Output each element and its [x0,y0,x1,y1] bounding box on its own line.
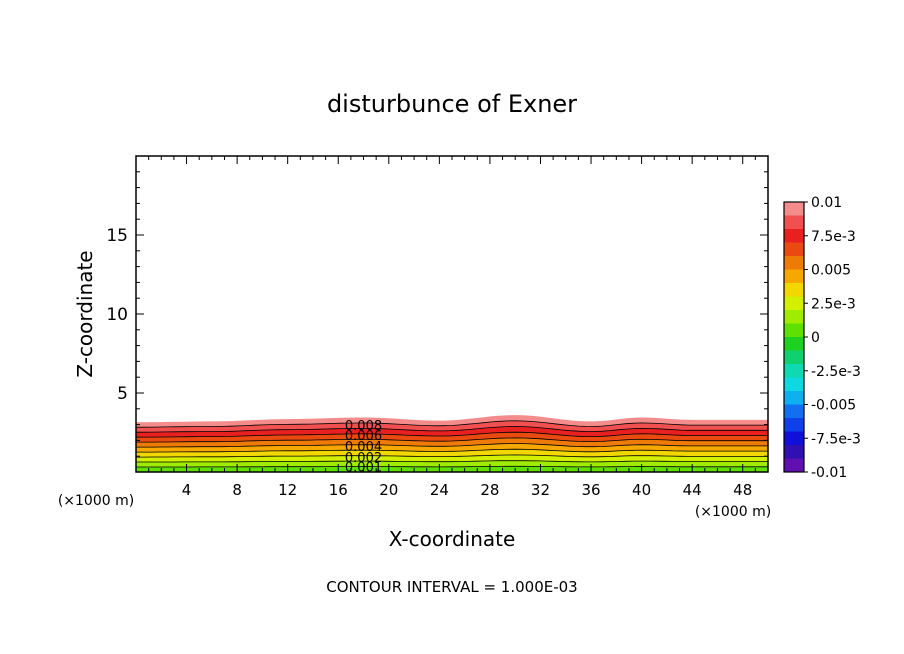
colorbar-swatch [784,350,804,365]
contour-label: 0.002 [345,451,382,466]
colorbar-swatch [784,364,804,378]
colorbar-swatch [784,391,804,405]
x-unit-left: (×1000 m) [58,493,134,509]
colorbar-tick-label: 0.01 [811,195,842,211]
colorbar-swatch [784,337,804,351]
contour-line-1 [136,420,768,428]
contour-line-2 [136,426,768,433]
x-tick-label: 8 [232,481,242,499]
y-axis-label: Z-coordinate [73,250,97,377]
colorbar-swatch [784,215,804,230]
colorbar-tick-label: -0.01 [811,465,847,481]
x-tick-label: 24 [430,481,449,499]
x-unit-right: (×1000 m) [695,504,771,520]
chart-title: disturbunce of Exner [327,90,577,118]
colorbar-tick-label: 2.5e-3 [811,296,856,312]
colorbar-swatch [784,445,804,459]
colorbar-tick-label: -2.5e-3 [811,364,861,380]
colorbar-swatch [784,404,804,419]
y-tick-label: 15 [106,226,128,246]
x-tick-label: 16 [329,481,348,499]
x-tick-label: 28 [480,481,499,499]
colorbar-swatch [784,283,804,297]
contour-interval-note: CONTOUR INTERVAL = 1.000E-03 [326,578,577,596]
colorbar-swatch [784,202,804,216]
contour-line-7 [136,454,768,458]
colorbar-tick-label: 7.5e-3 [811,229,856,245]
x-tick-label: 48 [733,481,752,499]
colorbar-swatch [784,323,804,338]
contour-line-4 [136,437,768,443]
contour-label: 0.008 [345,419,382,434]
colorbar-swatch [784,242,804,257]
contour-line-5 [136,443,768,448]
colorbar-swatch [784,431,804,446]
contour-fill [136,415,768,472]
x-tick-label: 20 [379,481,398,499]
x-axis-label: X-coordinate [389,527,516,551]
x-tick-label: 32 [531,481,550,499]
colorbar-tick-label: -0.005 [811,398,856,414]
y-tick-label: 5 [117,384,128,404]
colorbar-swatch [784,229,804,243]
x-axis-ticks: 4 8 12 16 20 24 28 32 36 40 44 48 [148,156,756,499]
colorbar-swatch [784,418,804,432]
contour-line-6 [136,448,768,453]
contour-label: 0.004 [345,440,382,455]
colorbar-swatch [784,256,804,270]
x-tick-label: 40 [632,481,651,499]
colorbar-tick-label: 0 [811,330,820,346]
contour-label: 0.006 [345,429,382,444]
colorbar-swatch [784,377,804,392]
x-tick-label: 4 [182,481,192,499]
colorbar-tick-label: 0.005 [811,263,851,279]
contour-lines [135,420,768,468]
contour-line-8 [136,460,768,463]
contour-line-9 [136,465,768,468]
y-axis-ticks: 5 10 15 [106,171,768,457]
colorbar-swatch [784,269,804,284]
colorbar: 0.01 7.5e-3 0.005 2.5e-3 0 -2.5e-3 -0.005 -7.5e… [783,195,861,481]
colorbar-swatch [784,310,804,324]
contour-line-3 [135,431,768,438]
y-tick-label: 10 [106,305,128,325]
x-tick-label: 44 [683,481,702,499]
x-tick-label: 36 [581,481,600,499]
colorbar-swatch [784,296,804,311]
colorbar-swatch [784,458,804,473]
colorbar-tick-label: -7.5e-3 [811,431,861,447]
x-tick-label: 12 [278,481,297,499]
